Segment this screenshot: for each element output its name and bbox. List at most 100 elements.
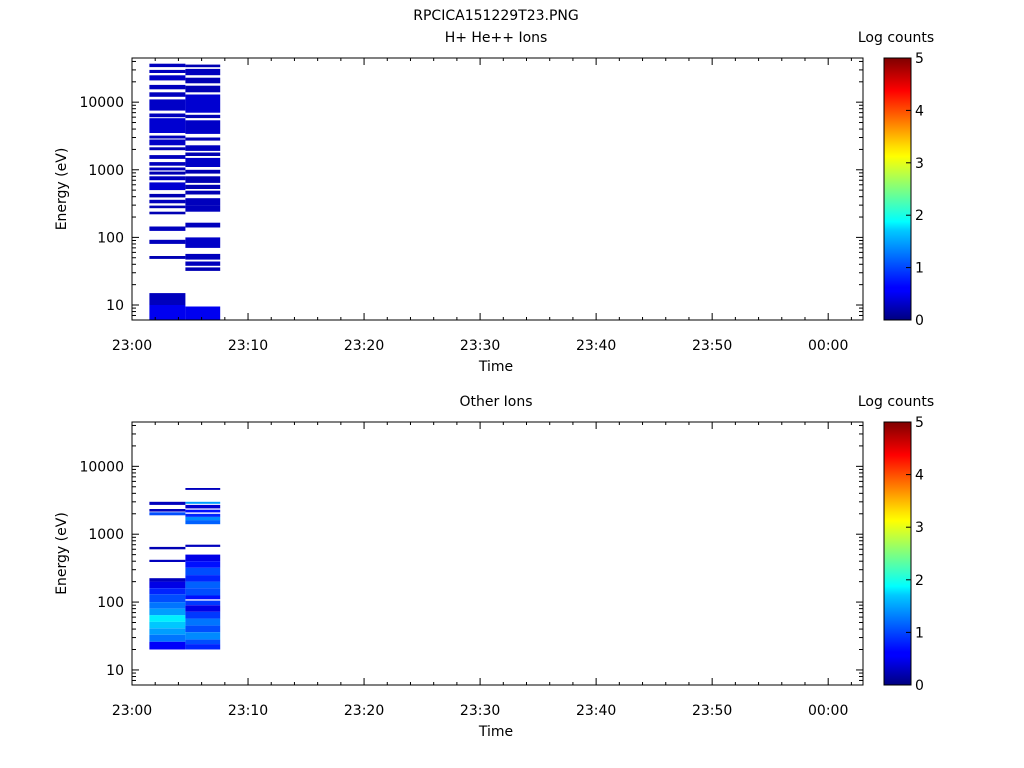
- data-cell: [149, 581, 186, 589]
- data-cell: [185, 169, 221, 174]
- x-tick-label: 23:30: [460, 338, 500, 354]
- y-tick-label: 10000: [79, 95, 124, 111]
- x-tick-label: 23:10: [228, 338, 268, 354]
- data-cell: [185, 152, 221, 156]
- y-tick-label: 100: [97, 230, 124, 246]
- data-cell: [185, 595, 221, 600]
- y-axis-label: Energy (eV): [54, 512, 70, 595]
- colorbar-tick-label: 3: [915, 156, 924, 172]
- x-tick-label: 00:00: [808, 703, 848, 719]
- y-tick-label: 10: [106, 298, 124, 314]
- data-cell: [185, 513, 221, 517]
- panels: 23:00 23:10 23:20 23:30 23:40 23:50 00:0010100…: [54, 30, 934, 740]
- data-cell: [185, 157, 221, 167]
- data-cell: [149, 199, 186, 204]
- data-cell: [185, 190, 221, 195]
- data-cell: [185, 198, 221, 206]
- data-cell: [149, 293, 186, 305]
- data-cell: [149, 559, 186, 562]
- colorbar-tick-label: 2: [915, 208, 924, 224]
- data-cell: [149, 602, 186, 609]
- y-axis-label: Energy (eV): [54, 148, 70, 231]
- x-tick-label: 23:20: [344, 703, 384, 719]
- data-cell: [149, 594, 186, 602]
- data-cell: [185, 509, 221, 513]
- data-cell: [185, 501, 221, 504]
- data-cell: [149, 63, 186, 68]
- y-tick-label: 100: [97, 595, 124, 611]
- y-tick-label: 10: [106, 663, 124, 679]
- data-cell: [185, 520, 221, 525]
- data-cell: [185, 516, 221, 521]
- data-cell: [149, 139, 186, 146]
- data-cell: [149, 546, 186, 550]
- y-tick-label: 1000: [88, 163, 124, 179]
- x-tick-label: 00:00: [808, 338, 848, 354]
- data-cell: [185, 205, 221, 212]
- data-cell: [185, 267, 221, 271]
- colorbar-tick-label: 4: [915, 468, 924, 484]
- data-cell: [149, 171, 186, 175]
- colorbar-label: Log counts: [858, 30, 934, 46]
- data-cell: [149, 634, 186, 642]
- data-cell: [185, 605, 221, 612]
- colorbar-tick-label: 1: [915, 625, 924, 641]
- x-tick-label: 23:00: [112, 703, 152, 719]
- data-cell: [149, 176, 186, 181]
- data-cell: [149, 162, 186, 166]
- data-cell: [149, 147, 186, 151]
- plot-frame: [131, 421, 864, 686]
- data-cell: [149, 509, 186, 512]
- data-cell: [185, 261, 221, 266]
- figure-title: RPCICA151229T23.PNG: [413, 8, 578, 24]
- data-cell: [185, 114, 221, 119]
- colorbar-tick-label: 5: [915, 51, 924, 67]
- colorbar: [883, 57, 912, 321]
- data-cell: [149, 615, 186, 622]
- data-cell: [185, 145, 221, 151]
- x-tick-label: 23:50: [692, 338, 732, 354]
- data-cell: [185, 544, 221, 547]
- data-cell: [185, 618, 221, 626]
- x-axis-label: Time: [478, 724, 513, 740]
- data-cell: [185, 554, 221, 562]
- data-cell: [185, 176, 221, 183]
- data-cell: [149, 588, 186, 595]
- data-cell: [185, 625, 221, 633]
- x-axis-label: Time: [478, 359, 513, 375]
- panel-title: H+ He++ Ions: [445, 30, 548, 46]
- panel-1: 23:00 23:10 23:20 23:30 23:40 23:50 00:0010100…: [54, 30, 934, 375]
- data-cell: [149, 92, 186, 97]
- data-cell: [149, 205, 186, 209]
- data-cell: [185, 561, 221, 568]
- data-cell: [149, 211, 186, 215]
- data-cell: [149, 193, 186, 198]
- plot-frame: [131, 57, 864, 321]
- colorbar-tick-label: 5: [915, 415, 924, 431]
- data-cell: [149, 501, 186, 505]
- data-cell: [185, 567, 221, 576]
- data-cell: [185, 120, 221, 134]
- y-tick-label: 10000: [79, 459, 124, 475]
- data-cell: [185, 488, 221, 490]
- y-tick-label: 1000: [88, 527, 124, 543]
- data-cell: [149, 256, 186, 259]
- data-cell: [149, 113, 186, 118]
- data-cell: [185, 504, 221, 509]
- data-cell: [149, 641, 186, 650]
- data-cell: [185, 64, 221, 68]
- data-cell: [149, 99, 186, 111]
- data-cell: [149, 118, 186, 133]
- x-tick-label: 23:20: [344, 338, 384, 354]
- data-cell: [185, 77, 221, 84]
- data-cell: [149, 69, 186, 73]
- data-cell: [149, 621, 186, 629]
- data-cell: [149, 135, 186, 139]
- data-cell: [149, 167, 186, 171]
- data-cell: [149, 155, 186, 159]
- data-cell: [185, 237, 221, 248]
- data-cell: [149, 512, 186, 516]
- colorbar: [883, 421, 912, 686]
- data-cell: [185, 611, 221, 619]
- data-cell: [149, 226, 186, 231]
